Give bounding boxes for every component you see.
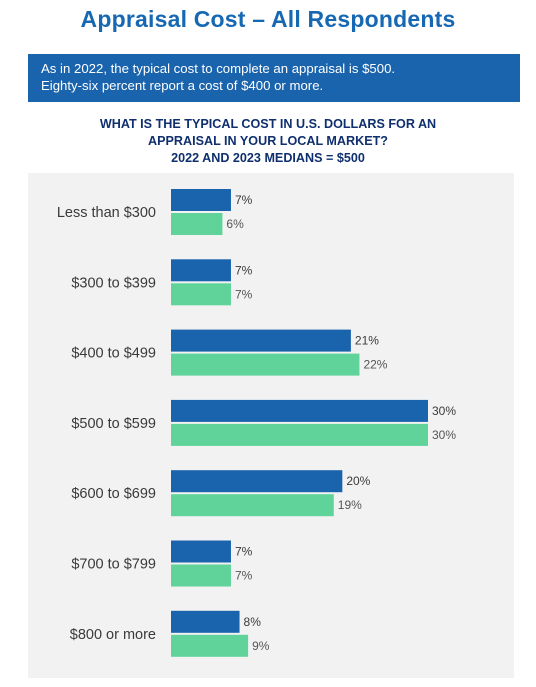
data-label: 7% bbox=[235, 545, 253, 559]
bar-series-1 bbox=[171, 470, 343, 493]
question-line-3: 2022 AND 2023 MEDIANS = $500 bbox=[171, 151, 365, 165]
data-label: 9% bbox=[252, 639, 270, 653]
chart-question: WHAT IS THE TYPICAL COST IN U.S. DOLLARS… bbox=[0, 116, 536, 167]
bar-series-1 bbox=[171, 329, 351, 352]
category-label: $300 to $399 bbox=[71, 275, 156, 291]
bar-series-2 bbox=[171, 423, 428, 446]
category-label: $700 to $799 bbox=[71, 557, 156, 573]
category-label: $800 or more bbox=[70, 627, 156, 643]
category-label: $500 to $599 bbox=[71, 416, 156, 432]
bar-series-1 bbox=[171, 259, 231, 282]
data-label: 7% bbox=[235, 287, 253, 301]
banner-line-1: As in 2022, the typical cost to complete… bbox=[41, 61, 396, 76]
category-label: $600 to $699 bbox=[71, 486, 156, 502]
data-label: 30% bbox=[432, 428, 456, 442]
question-line-2: APPRAISAL IN YOUR LOCAL MARKET? bbox=[148, 134, 388, 148]
bar-series-2 bbox=[171, 213, 223, 235]
bar-series-2 bbox=[171, 634, 249, 657]
question-line-1: WHAT IS THE TYPICAL COST IN U.S. DOLLARS… bbox=[99, 117, 437, 131]
data-label: 30% bbox=[432, 404, 456, 418]
bar-series-1 bbox=[171, 610, 240, 633]
page-title: Appraisal Cost – All Respondents bbox=[80, 6, 456, 32]
data-label: 19% bbox=[338, 498, 362, 512]
summary-banner: As in 2022, the typical cost to complete… bbox=[28, 54, 520, 102]
data-label: 7% bbox=[235, 263, 253, 277]
data-label: 8% bbox=[244, 615, 262, 629]
bar-series-1 bbox=[171, 399, 428, 422]
bar-series-2 bbox=[171, 564, 231, 587]
data-label: 21% bbox=[355, 334, 379, 348]
category-label: Less than $300 bbox=[57, 205, 156, 221]
bar-series-1 bbox=[171, 540, 231, 563]
data-label: 20% bbox=[346, 474, 370, 488]
bar-series-2 bbox=[171, 283, 231, 306]
bar-series-1 bbox=[171, 189, 231, 211]
bar-series-2 bbox=[171, 494, 334, 517]
data-label: 7% bbox=[235, 569, 253, 583]
data-label: 22% bbox=[363, 358, 387, 372]
category-label: $400 to $499 bbox=[71, 346, 156, 362]
data-label: 6% bbox=[226, 217, 244, 231]
bar-series-2 bbox=[171, 353, 360, 376]
data-label: 7% bbox=[235, 193, 253, 207]
banner-line-2: Eighty-six percent report a cost of $400… bbox=[41, 78, 324, 93]
